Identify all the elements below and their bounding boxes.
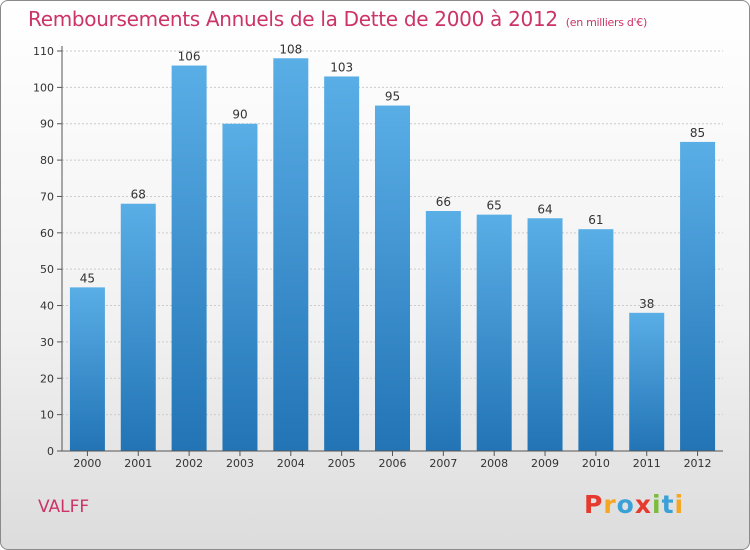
bar-value-label: 95 (385, 90, 400, 104)
y-tick-label: 30 (40, 336, 54, 349)
bar (171, 65, 207, 451)
logo-letter: x (634, 490, 652, 519)
commune-name: VALFF (38, 497, 90, 517)
bar (629, 312, 665, 451)
y-tick-label: 50 (40, 263, 54, 276)
bar (527, 218, 563, 451)
bar (222, 123, 258, 452)
bar-value-label: 90 (232, 108, 247, 122)
y-tick-label: 100 (33, 81, 54, 94)
logo-letter: o (616, 490, 635, 519)
x-tick-label: 2001 (124, 457, 152, 470)
bar (375, 105, 410, 451)
x-tick-label: 2009 (531, 457, 559, 470)
bar-value-label: 103 (330, 60, 353, 74)
x-tick-label: 2000 (73, 457, 101, 470)
bar-value-label: 66 (436, 195, 451, 209)
logo-letter: P (584, 490, 604, 519)
logo-letter: i (652, 490, 662, 519)
x-tick-label: 2004 (277, 457, 305, 470)
bar-value-label: 108 (279, 42, 302, 56)
bar-value-label: 106 (178, 50, 201, 64)
bar-value-label: 68 (131, 188, 146, 202)
bar (69, 287, 105, 451)
bar (324, 76, 360, 452)
logo-letter: r (603, 490, 617, 519)
y-tick-label: 60 (40, 227, 54, 240)
y-tick-label: 0 (47, 445, 54, 458)
y-tick-label: 20 (40, 372, 54, 385)
x-tick-label: 2006 (379, 457, 407, 470)
x-tick-label: 2007 (429, 457, 457, 470)
chart-title: Remboursements Annuels de la Dette de 20… (28, 7, 647, 31)
bar-value-label: 65 (487, 199, 502, 213)
logo-letter: t (661, 490, 675, 519)
x-tick-label: 2008 (480, 457, 508, 470)
proxiti-logo: Proxiti (584, 490, 684, 519)
bar-value-label: 85 (690, 126, 705, 140)
bar (476, 214, 512, 451)
bar (578, 229, 614, 451)
logo-letter: i (674, 490, 685, 519)
y-tick-label: 10 (40, 409, 54, 422)
x-tick-label: 2002 (175, 457, 203, 470)
y-tick-label: 90 (40, 118, 54, 131)
bar (273, 58, 309, 451)
bar (120, 203, 156, 451)
x-tick-label: 2012 (684, 457, 712, 470)
axes: 0 10 20 30 40 50 60 70 80 90 100 110 2000 2001 2002 200… (33, 45, 723, 470)
bar-value-label: 61 (588, 213, 603, 227)
y-tick-label: 110 (33, 45, 54, 58)
bars: 45 68 106 90 108 103 95 66 65 64 61 38 85 (69, 42, 716, 452)
bar-value-label: 64 (537, 202, 552, 216)
x-tick-label: 2010 (582, 457, 610, 470)
x-tick-label: 2003 (226, 457, 254, 470)
y-tick-label: 40 (40, 300, 54, 313)
y-tick-label: 80 (40, 154, 54, 167)
x-tick-label: 2005 (328, 457, 356, 470)
bar (425, 211, 461, 451)
bar-value-label: 38 (639, 297, 654, 311)
title-text: Remboursements Annuels de la Dette de 20… (28, 7, 558, 31)
y-tick-label: 70 (40, 190, 54, 203)
bar-value-label: 45 (80, 271, 95, 285)
bar (680, 141, 716, 451)
title-unit: (en milliers d'€) (565, 16, 647, 29)
x-tick-label: 2011 (633, 457, 661, 470)
